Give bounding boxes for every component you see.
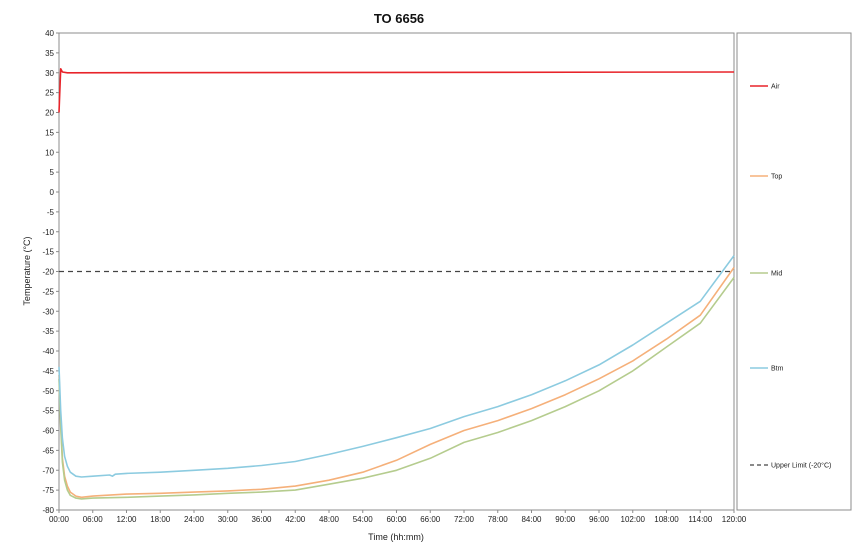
x-tick-label: 72:00 xyxy=(454,515,475,524)
y-tick-label: -55 xyxy=(42,407,54,416)
y-tick-label: -80 xyxy=(42,506,54,515)
x-tick-label: 90:00 xyxy=(555,515,576,524)
series-line-air xyxy=(58,68,735,113)
x-tick-label: 48:00 xyxy=(319,515,340,524)
y-tick-label: -20 xyxy=(42,268,54,277)
y-tick-label: 40 xyxy=(45,29,54,38)
y-tick-label: -50 xyxy=(42,387,54,396)
x-tick-label: 36:00 xyxy=(251,515,272,524)
y-tick-label: 15 xyxy=(45,128,54,137)
y-tick-label: -60 xyxy=(42,427,54,436)
x-tick-label: 84:00 xyxy=(521,515,542,524)
chart-title: TO 6656 xyxy=(374,11,424,26)
y-tick-label: -75 xyxy=(42,486,54,495)
x-tick-label: 00:00 xyxy=(49,515,70,524)
y-tick-label: -45 xyxy=(42,367,54,376)
x-tick-label: 12:00 xyxy=(116,515,137,524)
y-tick-label: 10 xyxy=(45,148,54,157)
y-tick-label: 30 xyxy=(45,69,54,78)
x-tick-label: 66:00 xyxy=(420,515,441,524)
x-tick-label: 42:00 xyxy=(285,515,306,524)
x-tick-label: 108:00 xyxy=(654,515,679,524)
legend-label-top: Top xyxy=(771,174,782,181)
series-line-mid xyxy=(58,277,735,500)
series-line-btm xyxy=(58,255,735,478)
x-tick-label: 06:00 xyxy=(83,515,104,524)
legend-label-air: Air xyxy=(771,84,780,91)
x-axis-title: Time (hh:mm) xyxy=(368,532,424,542)
x-tick-label: 96:00 xyxy=(589,515,610,524)
y-tick-label: 20 xyxy=(45,109,54,118)
series-layer xyxy=(58,68,735,500)
y-tick-label: 5 xyxy=(50,168,55,177)
legend-label-upper-limit-20-c: Upper Limit (-20°C) xyxy=(771,462,831,470)
x-tick-label: 78:00 xyxy=(488,515,509,524)
legend: Air Top Mid Btm Upper Limit (-20°C) xyxy=(750,84,831,470)
series-line-top xyxy=(58,267,735,499)
y-tick-label: -70 xyxy=(42,466,54,475)
x-tick-label: 102:00 xyxy=(621,515,646,524)
x-tick-label: 120:00 xyxy=(722,515,747,524)
y-tick-label: -5 xyxy=(47,208,55,217)
y-tick-label: 25 xyxy=(45,89,54,98)
y-tick-label: -10 xyxy=(42,228,54,237)
legend-label-mid: Mid xyxy=(771,271,782,278)
legend-box xyxy=(736,32,852,511)
y-axis: 40 35 30 25 20 15 10 5 0 -5 -10 -15 -20 -25 -30 -35 -40 -… xyxy=(42,29,59,515)
y-tick-label: -25 xyxy=(42,287,54,296)
y-tick-label: 35 xyxy=(45,49,54,58)
y-tick-label: -65 xyxy=(42,446,54,455)
x-tick-label: 114:00 xyxy=(688,515,712,524)
x-tick-label: 54:00 xyxy=(353,515,374,524)
y-tick-label: -35 xyxy=(42,327,54,336)
x-axis: 00:00 06:00 12:00 18:00 24:00 30:00 36:00 42:00… xyxy=(49,510,747,524)
y-tick-label: -15 xyxy=(42,248,54,257)
y-tick-label: 0 xyxy=(50,188,55,197)
y-axis-title: Temperature (°C) xyxy=(22,236,32,305)
x-tick-label: 18:00 xyxy=(150,515,171,524)
x-tick-label: 24:00 xyxy=(184,515,205,524)
y-tick-label: -40 xyxy=(42,347,54,356)
x-tick-label: 30:00 xyxy=(218,515,239,524)
x-tick-label: 60:00 xyxy=(386,515,407,524)
legend-label-btm: Btm xyxy=(771,366,784,373)
y-tick-label: -30 xyxy=(42,307,54,316)
